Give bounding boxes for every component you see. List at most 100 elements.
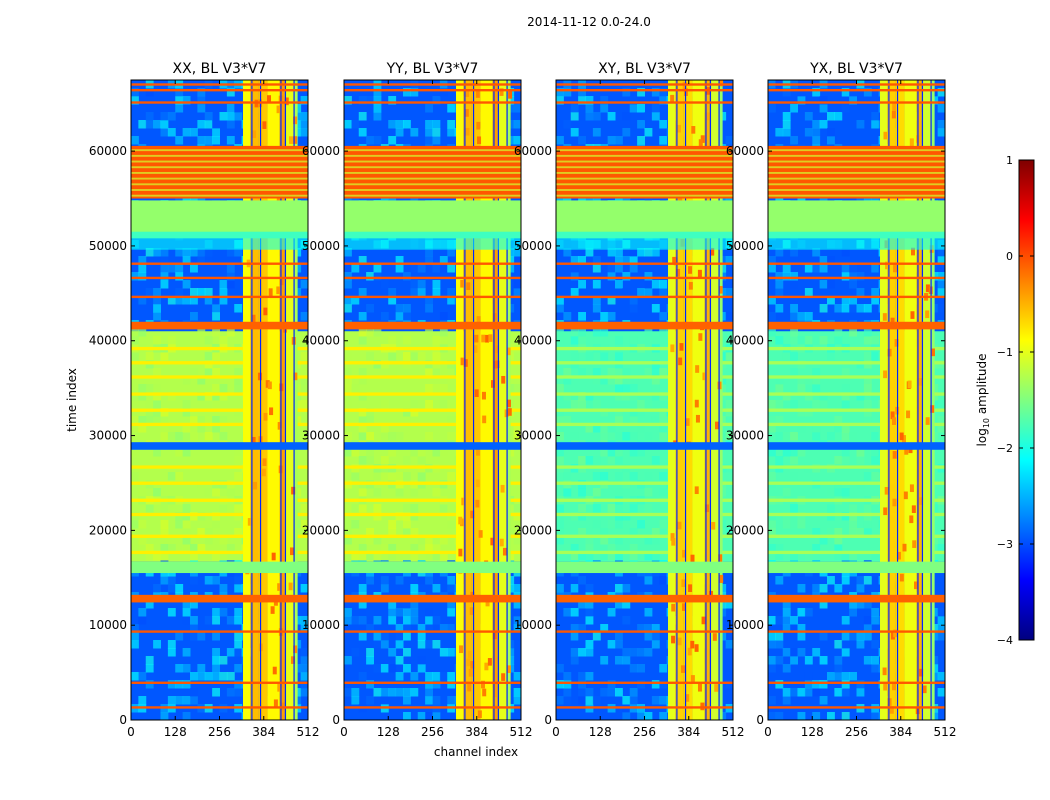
heatmap-cell [380, 632, 389, 641]
heatmap-cell [863, 408, 872, 417]
heatmap-cell [513, 384, 521, 393]
heatmap-cell [425, 608, 433, 617]
heatmap-line [556, 346, 733, 351]
heatmap-blob [477, 710, 482, 719]
heatmap-cell [432, 448, 441, 457]
heatmap-cell [819, 680, 828, 689]
heatmap-cell [380, 584, 389, 593]
heatmap-blob [694, 644, 699, 652]
heatmap-cell [607, 688, 616, 697]
heatmap-cell [622, 88, 631, 97]
heatmap-cell [651, 376, 660, 385]
heatmap-rfi-band [768, 442, 945, 450]
heatmap-cell [804, 608, 813, 617]
heatmap-cell [863, 336, 872, 345]
heatmap-cell [204, 112, 213, 121]
heatmap-cell [204, 536, 213, 545]
heatmap-separator [293, 80, 295, 720]
heatmap-cell [190, 312, 198, 321]
heatmap-cell [403, 272, 411, 281]
heatmap-stripe [556, 149, 733, 152]
heatmap-cell [153, 400, 161, 409]
heatmap-cell [725, 408, 733, 417]
heatmap-line [556, 512, 733, 517]
heatmap-cell [513, 688, 521, 697]
heatmap-blob [882, 667, 887, 676]
heatmap-stripe [768, 183, 945, 186]
heatmap-channel-band [895, 80, 905, 720]
heatmap-cell [563, 248, 572, 257]
heatmap-cell [592, 488, 601, 497]
heatmap-cell [768, 640, 776, 649]
heatmap-cell [403, 512, 411, 521]
heatmap-cell [644, 624, 653, 633]
heatmap-cell [725, 640, 733, 649]
heatmap-cell [417, 624, 426, 633]
heatmap-cell [644, 504, 653, 513]
heatmap-cell [410, 504, 419, 513]
heatmap-cell [395, 472, 404, 481]
heatmap-cell [804, 336, 813, 345]
heatmap-cell [775, 280, 784, 289]
heatmap-blob [465, 127, 470, 136]
heatmap-cell [388, 432, 397, 441]
heatmap-cell [373, 488, 382, 497]
heatmap-blob [268, 288, 273, 296]
heatmap-cell [395, 432, 404, 441]
heatmap-cell [856, 576, 865, 585]
heatmap-cell [153, 288, 161, 297]
x-tick-label: 512 [722, 725, 745, 739]
heatmap-cell [782, 112, 791, 121]
heatmap-rfi-line [344, 276, 521, 280]
heatmap-cell [592, 456, 601, 465]
heatmap-cell [358, 552, 367, 561]
heatmap-cell [212, 368, 220, 377]
heatmap-cell [226, 104, 235, 113]
heatmap-cell [197, 136, 206, 145]
heatmap-cell [585, 584, 594, 593]
heatmap-cell [432, 264, 441, 273]
heatmap-blob [891, 682, 896, 691]
heatmap-cell [226, 112, 235, 121]
heatmap-cell [410, 128, 419, 137]
heatmap-cell [607, 640, 616, 649]
heatmap-cell [182, 712, 191, 720]
heatmap-cell [403, 304, 411, 313]
heatmap-cell [373, 96, 382, 105]
heatmap-cell [439, 448, 448, 457]
heatmap-rfi-line [768, 681, 945, 684]
heatmap-blob [670, 344, 675, 353]
heatmap-cell [212, 296, 220, 305]
heatmap-cell [432, 96, 441, 105]
heatmap-cell [849, 608, 857, 617]
heatmap-cell [871, 392, 880, 401]
heatmap-cell [782, 352, 791, 361]
heatmap-blob [919, 497, 924, 505]
heatmap-blob [477, 136, 482, 145]
heatmap-cell [863, 384, 872, 393]
heatmap-cell [358, 392, 367, 401]
heatmap-cell [615, 472, 623, 481]
heatmap-cell [380, 424, 389, 433]
heatmap-cell [607, 552, 616, 561]
heatmap-cell [351, 472, 360, 481]
heatmap-cell [447, 104, 456, 113]
heatmap-cell [513, 536, 521, 545]
heatmap-stripe [344, 171, 521, 174]
heatmap-cell [175, 584, 184, 593]
heatmap-cell [556, 520, 564, 529]
heatmap-line [344, 408, 521, 412]
heatmap-cell [358, 488, 367, 497]
heatmap-cell [373, 88, 382, 97]
heatmap-cell [570, 656, 579, 665]
heatmap-cell [834, 488, 843, 497]
heatmap-cell [563, 368, 572, 377]
heatmap-blob [262, 458, 267, 467]
heatmap-blob [685, 694, 690, 702]
heatmap-cell [410, 688, 419, 697]
heatmap-line [556, 550, 733, 555]
heatmap-cell [373, 136, 382, 145]
heatmap-cell [403, 120, 411, 129]
heatmap-blob [688, 266, 693, 274]
heatmap-blob [482, 415, 487, 424]
